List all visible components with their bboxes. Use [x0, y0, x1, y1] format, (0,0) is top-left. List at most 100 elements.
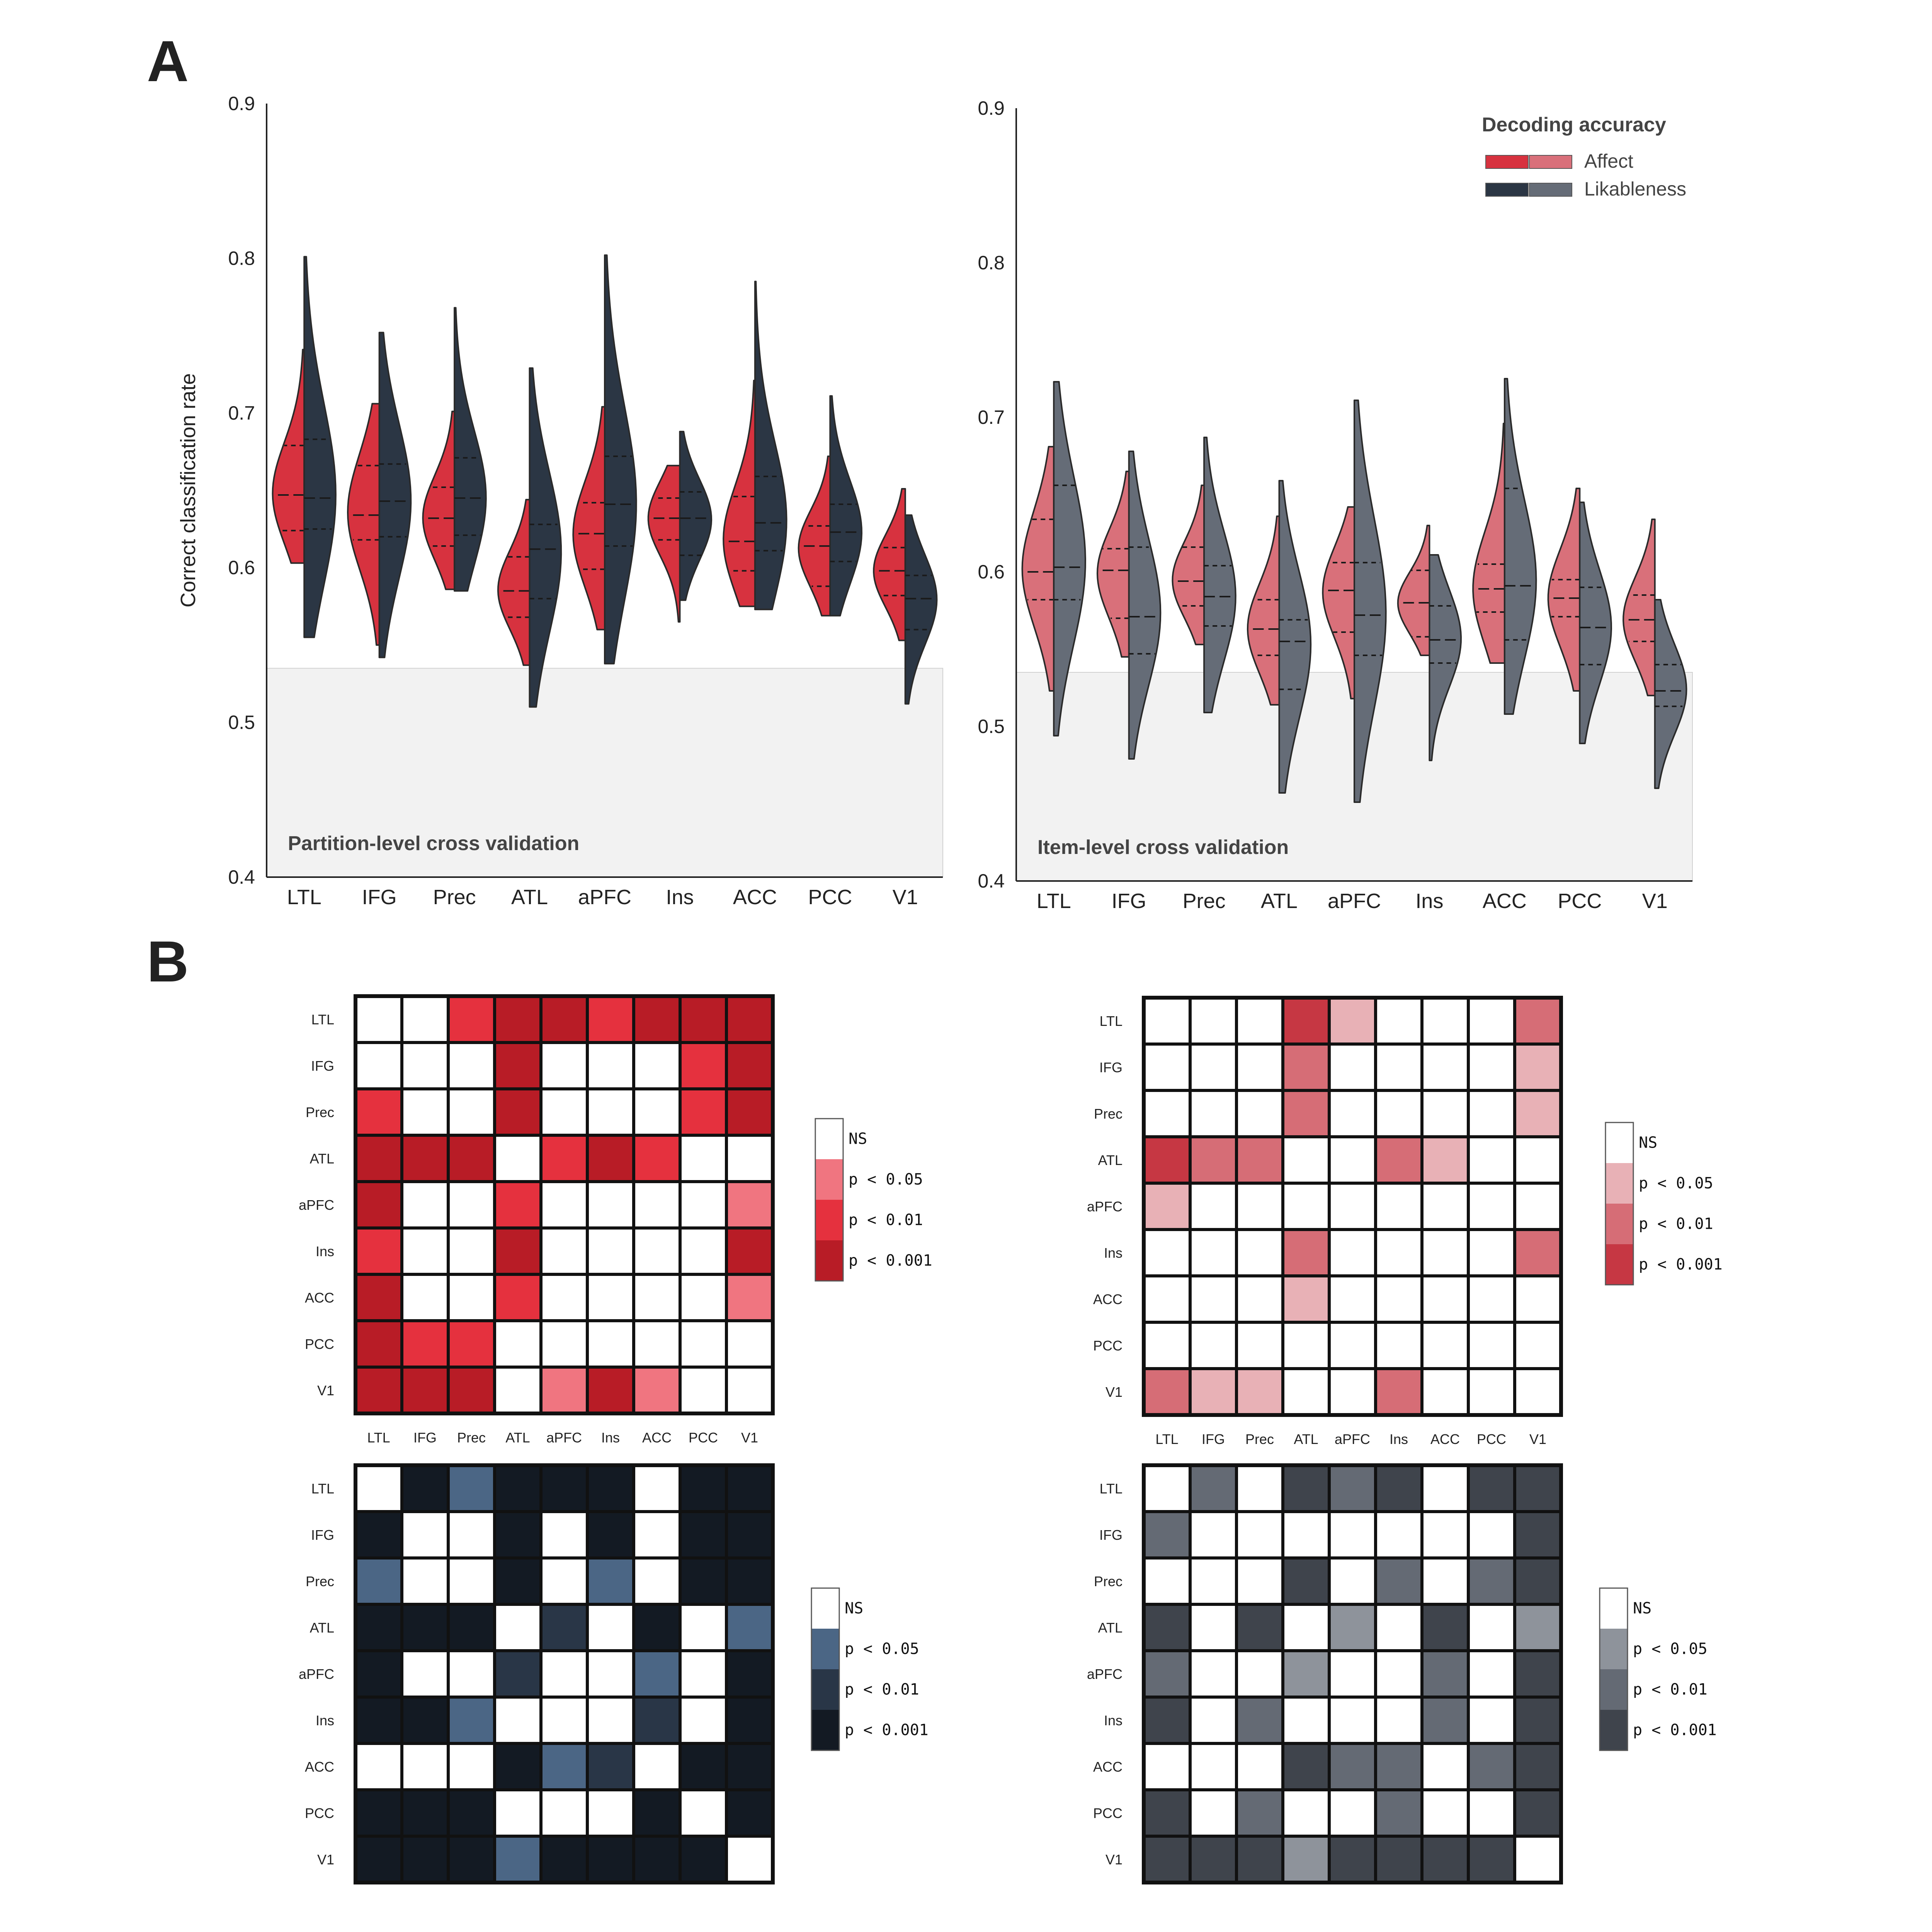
- violin-affect-acc: [723, 379, 756, 607]
- heatmap-cell-pcc-ifg: [400, 1788, 450, 1838]
- heatmap-cell-ltl-ifg: [1189, 996, 1238, 1046]
- heatmap-cell-acc-pcc: [679, 1273, 728, 1322]
- heatmap-cell-acc-acc: [1420, 1274, 1470, 1324]
- heatmap-cell-ltl-pcc: [1467, 1464, 1516, 1513]
- heatmap-row-label: aPFC: [299, 1666, 334, 1682]
- violin-chart-partition-level: 0.4 0.5 0.6 0.7 0.8 0.9 Correct classification…: [177, 93, 943, 909]
- heatmap-cell-ifg-v1: [725, 1041, 774, 1090]
- heatmap-frame: [354, 1463, 775, 1884]
- heatmap-likableness-item: LTL IFG Prec ATL aPFC Ins ACC PCC V1 NS p < 0.05 p …: [1087, 1463, 1717, 1884]
- heatmap-cell-atl-ifg: [400, 1134, 450, 1183]
- heatmap-cell-atl-prec: [1235, 1135, 1284, 1185]
- heatmap-cell-pcc-apfc: [1328, 1321, 1377, 1370]
- colorbar-swatch-p-0-05: [815, 1159, 843, 1200]
- colorbar-label: p < 0.05: [1639, 1175, 1713, 1192]
- heatmap-row-label: ACC: [305, 1290, 334, 1306]
- x-tick-label: PCC: [1558, 889, 1602, 913]
- heatmap-cell-ifg-ltl: [1142, 1510, 1192, 1560]
- heatmap-cell-v1-ltl: [354, 1835, 403, 1884]
- heatmap-cell-pcc-apfc: [1328, 1788, 1377, 1838]
- violin-likableness-atl: [1278, 480, 1312, 794]
- heatmap-cell-atl-acc: [632, 1134, 682, 1183]
- heatmap-cell-prec-pcc: [1467, 1089, 1516, 1138]
- heatmap-cell-ltl-atl: [493, 1464, 543, 1513]
- heatmap-cell-ltl-atl: [1281, 996, 1331, 1046]
- heatmap-col-label: Prec: [1245, 1431, 1274, 1447]
- heatmap-cell-ins-ltl: [354, 1226, 403, 1276]
- heatmap-cell-pcc-atl: [493, 1788, 543, 1838]
- heatmap-cell-ifg-prec: [1235, 1510, 1284, 1560]
- heatmap-cell-pcc-apfc: [539, 1319, 589, 1369]
- violin-likableness-ins: [1429, 554, 1462, 761]
- heatmap-cell-prec-ins: [1374, 1556, 1423, 1606]
- heatmap-frame: [1142, 1463, 1563, 1884]
- heatmap-cell-ins-prec: [1235, 1696, 1284, 1745]
- heatmap-cell-acc-pcc: [1467, 1274, 1516, 1324]
- colorbar-label: p < 0.01: [849, 1211, 923, 1229]
- heatmap-cell-ins-atl: [1281, 1696, 1331, 1745]
- legend-swatch-likableness-dark: [1485, 183, 1529, 197]
- heatmap-cell-prec-v1: [725, 1087, 774, 1137]
- y-tick-label: 0.8: [978, 252, 1005, 274]
- heatmap-cell-ltl-ins: [586, 995, 635, 1044]
- heatmap-row-label: ACC: [305, 1759, 334, 1775]
- heatmap-row-label: Prec: [1094, 1573, 1122, 1589]
- heatmap-cell-ins-apfc: [539, 1226, 589, 1276]
- y-tick-label: 0.9: [228, 93, 255, 114]
- x-tick-label: IFG: [362, 886, 397, 909]
- heatmap-cell-apfc-acc: [632, 1180, 682, 1230]
- heatmap-row-label: PCC: [305, 1336, 334, 1352]
- heatmap-cell-pcc-ifg: [1189, 1788, 1238, 1838]
- heatmap-cell-apfc-apfc: [539, 1649, 589, 1699]
- heatmap-cell-pcc-ins: [1374, 1321, 1423, 1370]
- violin-affect-ins: [1397, 525, 1430, 656]
- heatmap-cell-apfc-ifg: [400, 1649, 450, 1699]
- violin-likableness-prec: [454, 307, 487, 592]
- heatmap-cell-prec-acc: [1420, 1089, 1470, 1138]
- heatmap-affect-partition: LTL IFG Prec ATL aPFC Ins ACC PCC V1 LTL IFG Prec AT…: [299, 994, 932, 1446]
- heatmap-cell-atl-apfc: [1328, 1135, 1377, 1185]
- colorbar-frame: [811, 1587, 840, 1751]
- x-tick-label: aPFC: [578, 886, 631, 909]
- panel-label-b: B: [147, 929, 189, 994]
- violin-likableness-ins: [679, 430, 713, 601]
- heatmap-cell-apfc-ins: [586, 1180, 635, 1230]
- heatmap-cell-prec-ifg: [400, 1556, 450, 1606]
- heatmap-cell-acc-v1: [725, 1742, 774, 1791]
- violin-affect-prec: [422, 410, 456, 590]
- heatmap-cell-apfc-prec: [1235, 1649, 1284, 1699]
- heatmap-cell-acc-acc: [1420, 1742, 1470, 1791]
- heatmap-cell-apfc-ltl: [1142, 1182, 1192, 1231]
- legend: Decoding accuracy Affect Likableness: [1482, 114, 1686, 200]
- heatmap-cell-prec-ins: [586, 1556, 635, 1606]
- heatmap-cell-v1-ins: [586, 1366, 635, 1415]
- heatmap-cell-acc-ltl: [354, 1273, 403, 1322]
- x-tick-label: Ins: [666, 886, 694, 909]
- heatmap-cell-v1-ifg: [1189, 1367, 1238, 1417]
- heatmap-cell-ltl-prec: [447, 1464, 496, 1513]
- heatmap-cell-v1-pcc: [679, 1366, 728, 1415]
- heatmap-cell-ifg-ifg: [400, 1510, 450, 1560]
- heatmap-row-label: ATL: [1098, 1152, 1122, 1168]
- heatmap-cell-acc-v1: [725, 1273, 774, 1322]
- heatmap-row-label: IFG: [311, 1527, 334, 1543]
- heatmap-cell-atl-ltl: [1142, 1135, 1192, 1185]
- heatmap-row-label: V1: [1105, 1852, 1122, 1867]
- heatmap-cell-atl-pcc: [1467, 1603, 1516, 1652]
- heatmap-cell-prec-prec: [447, 1087, 496, 1137]
- violin-affect-v1: [873, 488, 906, 641]
- colorbar-swatch-p-0-001: [1605, 1244, 1633, 1285]
- heatmap-likableness-partition: LTL IFG Prec ATL aPFC Ins ACC PCC V1 NS p < 0.05 p …: [299, 1463, 929, 1884]
- heatmap-cell-atl-atl: [1281, 1603, 1331, 1652]
- heatmap-cell-apfc-acc: [632, 1649, 682, 1699]
- heatmap-cell-ifg-ins: [1374, 1043, 1423, 1092]
- heatmap-cell-v1-atl: [1281, 1367, 1331, 1417]
- heatmap-row-label: LTL: [311, 1012, 334, 1027]
- heatmap-cell-ifg-pcc: [679, 1510, 728, 1560]
- heatmap-cell-prec-ltl: [1142, 1556, 1192, 1606]
- colorbar-swatch-ns: [815, 1119, 843, 1159]
- heatmap-cell-v1-acc: [632, 1835, 682, 1884]
- heatmap-row-label: IFG: [1099, 1060, 1122, 1075]
- heatmap-cell-ifg-v1: [1513, 1043, 1563, 1092]
- heatmap-cell-atl-prec: [447, 1134, 496, 1183]
